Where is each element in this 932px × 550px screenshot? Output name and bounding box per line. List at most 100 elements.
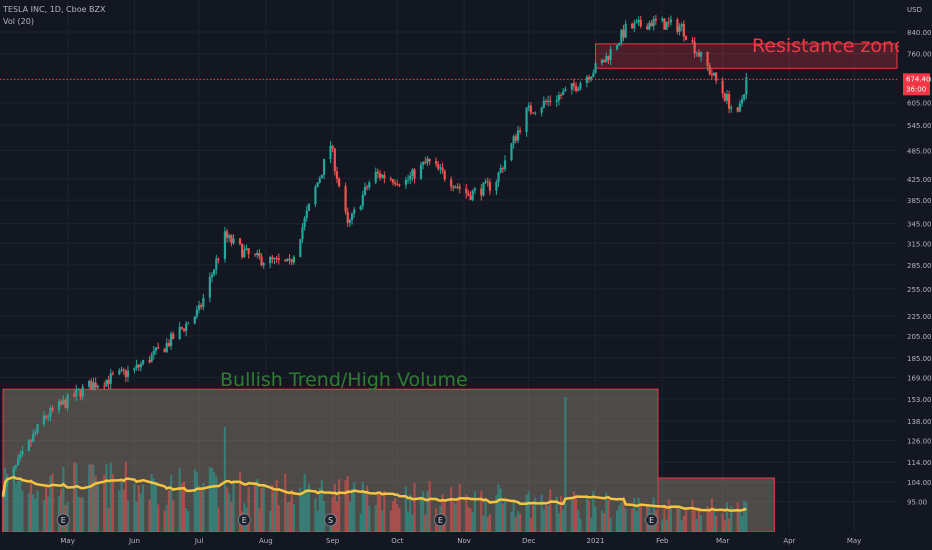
candle: [618, 42, 621, 47]
volume-bar: [404, 486, 408, 532]
candle-body: [376, 171, 379, 174]
volume-bar: [519, 513, 522, 532]
volume-bar: [745, 502, 748, 532]
candle: [501, 166, 504, 173]
candle-body: [669, 19, 673, 23]
candle-body: [202, 297, 205, 307]
volume-bar: [422, 491, 425, 532]
candle-body: [103, 385, 106, 387]
candle: [62, 395, 65, 405]
candle-body: [200, 305, 203, 307]
candle-body: [549, 100, 552, 102]
volume-bar: [292, 504, 295, 532]
candle-body: [607, 56, 610, 60]
candle: [389, 176, 392, 182]
candle: [120, 366, 123, 373]
candle-body: [62, 400, 65, 405]
candle-body: [322, 158, 326, 175]
volume-bar: [549, 489, 552, 532]
price-tick-label: 225.00: [907, 313, 932, 321]
candle-body: [368, 182, 371, 188]
candle: [406, 174, 410, 184]
candle-body: [471, 190, 474, 200]
event-marker-circle: [237, 513, 251, 527]
volume-bar: [44, 486, 48, 532]
candle: [88, 379, 91, 389]
volume-bar: [559, 495, 563, 532]
candle-body: [426, 158, 429, 163]
candle: [555, 95, 558, 108]
candle-body: [678, 26, 681, 32]
candle: [730, 105, 733, 113]
volume-bar: [426, 491, 429, 532]
candle: [721, 77, 724, 98]
candle: [154, 347, 158, 355]
volume-bar: [60, 488, 63, 532]
candle-body: [269, 257, 272, 264]
candle: [413, 167, 416, 184]
volume-bar: [154, 482, 158, 532]
volume-bar: [157, 504, 160, 532]
candle: [363, 182, 367, 197]
candle-body: [497, 172, 500, 182]
candle-body: [363, 186, 367, 195]
volume-bar: [338, 479, 341, 532]
candle-body: [79, 389, 82, 397]
volume-bar: [57, 496, 61, 532]
candle-body: [499, 167, 502, 173]
candle-body: [247, 248, 250, 255]
candle: [428, 158, 431, 165]
event-marker-letter: E: [242, 516, 247, 525]
candle-body: [163, 348, 166, 353]
candle-body: [19, 454, 22, 459]
candle: [107, 376, 110, 389]
time-tick-label: Feb: [656, 537, 669, 545]
candle: [42, 410, 46, 427]
candle-body: [57, 401, 61, 410]
volume-bar: [307, 483, 311, 532]
candle-body: [60, 401, 63, 405]
candle: [473, 186, 476, 195]
candle-body: [424, 162, 427, 164]
candle-body: [314, 187, 317, 205]
candle-body: [126, 370, 130, 377]
candle-body: [697, 52, 701, 57]
volume-bar: [180, 483, 183, 532]
candle: [549, 95, 552, 106]
candle: [743, 93, 746, 102]
candle-body: [503, 160, 507, 170]
candle: [12, 466, 15, 482]
candle: [542, 96, 545, 109]
candle: [396, 179, 399, 187]
candle: [404, 176, 408, 189]
candle: [269, 255, 272, 269]
volume-bar: [165, 504, 168, 532]
volume-indicator-label: Vol (20): [3, 17, 34, 26]
volume-bar: [547, 505, 550, 532]
candle-body: [665, 22, 668, 30]
candle: [32, 429, 35, 443]
candle: [697, 49, 701, 58]
candle-body: [730, 107, 733, 109]
candle-body: [223, 231, 227, 260]
event-marker-letter: E: [61, 516, 66, 525]
event-marker-letter: S: [328, 516, 333, 525]
candle: [238, 237, 242, 246]
candle-body: [51, 408, 54, 410]
candle: [409, 171, 412, 185]
candle: [383, 171, 386, 184]
candle: [124, 369, 127, 383]
candle: [27, 438, 30, 452]
candle: [376, 168, 379, 179]
candle-body: [738, 103, 741, 112]
event-marker-letter: E: [438, 516, 443, 525]
volume-bar: [111, 474, 114, 532]
volume-bar: [21, 490, 24, 532]
volume-bar: [624, 509, 627, 532]
candle-body: [592, 73, 595, 77]
volume-bar: [228, 492, 231, 532]
candle: [391, 178, 395, 186]
candle-body: [111, 373, 114, 375]
